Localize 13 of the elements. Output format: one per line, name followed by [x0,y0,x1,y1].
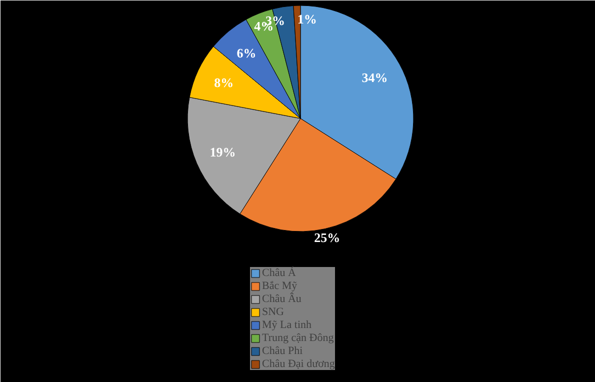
legend-label: Trung cận Đông [262,332,334,344]
data-label: 25% [314,230,340,246]
legend-label: Châu Á [262,267,296,279]
legend-label: Châu Âu [262,293,302,305]
data-label: 8% [214,74,234,90]
legend-label: Châu Đại dương [262,358,335,370]
legend-label: Bắc Mỹ [262,280,298,292]
legend-label: Châu Phi [262,345,303,357]
data-label: 6% [236,46,256,61]
data-label: 19% [210,144,236,160]
legend-label: Mỹ La tinh [262,319,312,331]
data-label: 34% [362,70,388,86]
legend-label: SNG [262,306,284,318]
